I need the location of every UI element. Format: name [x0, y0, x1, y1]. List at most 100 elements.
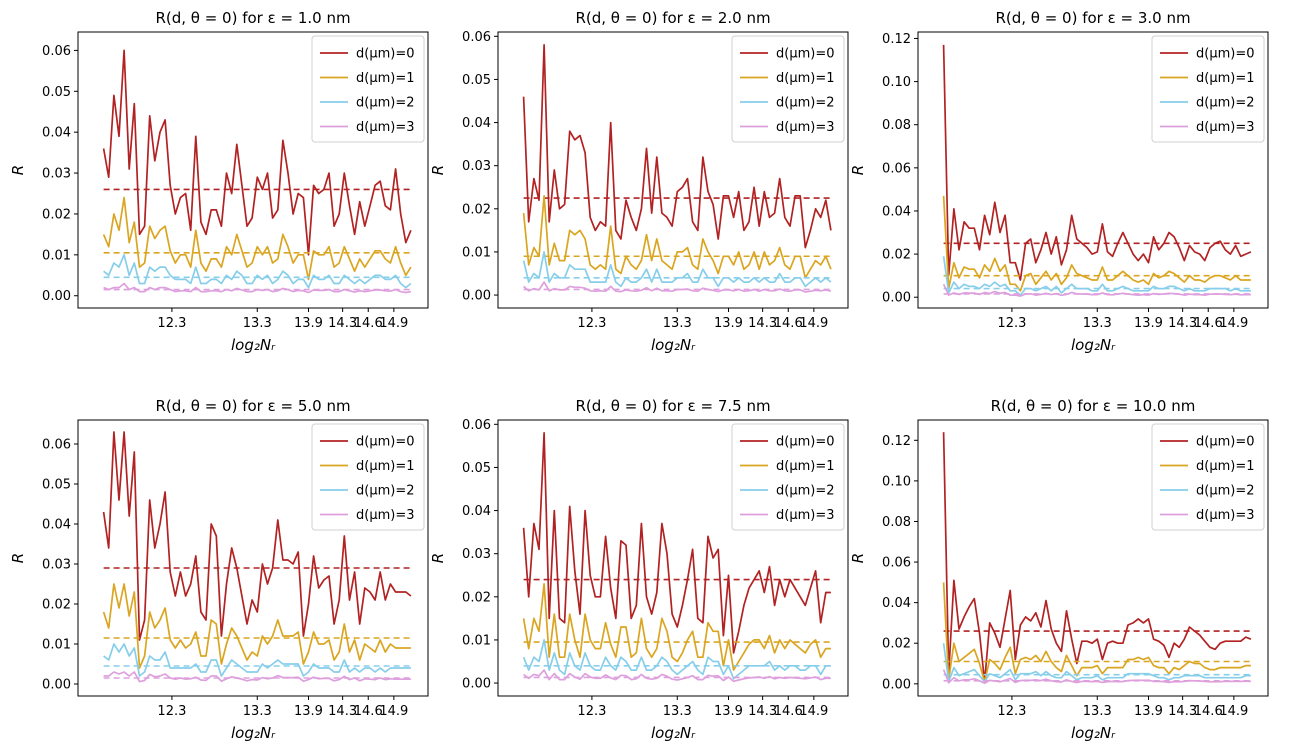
- series-line-d2: [103, 253, 412, 289]
- axes-frame: [497, 31, 849, 309]
- y-tick-label: 0.06: [462, 30, 491, 45]
- x-tick-label: 14.3: [748, 704, 777, 719]
- y-tick-label: 0.06: [42, 438, 71, 453]
- y-tick-label: 0.05: [42, 478, 71, 493]
- series-line-d1: [522, 195, 832, 279]
- x-tick-label: 14.6: [1194, 316, 1223, 331]
- y-axis-label: R: [429, 165, 447, 175]
- y-tick-label: 0.00: [462, 677, 491, 692]
- chart-panel-1: 0.00 0.01 0.02 0.03 0.04 0.05 0.06 12.3 13.3 13.9…: [9, 9, 429, 354]
- y-tick-label: 0.06: [42, 44, 71, 59]
- chart-panel-2: 0.00 0.01 0.02 0.03 0.04 0.05 0.06 12.3 13.3 13.9…: [429, 9, 849, 354]
- series-line-d0: [522, 432, 831, 654]
- legend-label-d0: d(μm)=0: [1196, 435, 1255, 450]
- legend-label-d1: d(μm)=1: [356, 459, 415, 474]
- legend: d(μm)=0 d(μm)=1 d(μm)=2 d(μm)=3: [311, 35, 425, 143]
- chart-title: R(d, θ = 0) for ε = 2.0 nm: [575, 9, 770, 27]
- x-axis-label: log₂Nᵣ: [231, 724, 276, 742]
- x-tick-label: 13.9: [294, 316, 323, 331]
- y-tick-label: 0.05: [462, 461, 491, 476]
- y-tick-label: 0.00: [462, 289, 491, 304]
- x-tick-label: 13.3: [663, 316, 692, 331]
- x-tick-label: 13.3: [243, 316, 272, 331]
- y-tick-label: 0.05: [462, 73, 491, 88]
- legend-box: [1151, 423, 1265, 531]
- legend: d(μm)=0 d(μm)=1 d(μm)=2 d(μm)=3: [731, 35, 845, 143]
- x-axis-label: log₂Nᵣ: [651, 336, 696, 354]
- y-tick-label: 0.02: [882, 248, 911, 263]
- y-tick-label: 0.03: [462, 159, 491, 174]
- chart-title: R(d, θ = 0) for ε = 5.0 nm: [155, 397, 350, 415]
- x-tick-label: 12.3: [157, 704, 186, 719]
- y-tick-label: 0.00: [882, 291, 911, 306]
- y-tick-label: 0.03: [42, 167, 71, 182]
- legend-label-d3: d(μm)=3: [356, 120, 415, 135]
- series-line-d1: [942, 195, 1251, 292]
- legend-label-d0: d(μm)=0: [356, 47, 415, 62]
- x-tick-label: 14.3: [1168, 316, 1197, 331]
- series-line-d2: [522, 251, 832, 288]
- x-tick-label: 14.9: [799, 316, 828, 331]
- y-tick-label: 0.12: [882, 32, 911, 47]
- y-tick-label: 0.10: [882, 474, 911, 489]
- y-tick-label: 0.03: [42, 558, 71, 573]
- x-tick-label: 13.3: [663, 704, 692, 719]
- series-line-d2: [942, 256, 1251, 296]
- series-line-d3: [523, 281, 832, 293]
- x-tick-label: 14.6: [354, 704, 383, 719]
- x-tick-label: 13.9: [1134, 704, 1163, 719]
- y-tick-label: 0.02: [42, 207, 71, 222]
- legend-label-d3: d(μm)=3: [776, 120, 835, 135]
- y-tick-label: 0.06: [462, 418, 491, 433]
- legend-label-d1: d(μm)=1: [356, 71, 415, 86]
- legend-label-d0: d(μm)=0: [356, 435, 415, 450]
- legend-label-d2: d(μm)=2: [776, 484, 835, 499]
- legend-label-d3: d(μm)=3: [1196, 120, 1255, 135]
- legend-label-d0: d(μm)=0: [776, 435, 835, 450]
- axes-frame: [497, 419, 849, 697]
- legend-label-d0: d(μm)=0: [1196, 47, 1255, 62]
- x-axis-label: log₂Nᵣ: [231, 336, 276, 354]
- series-line-d3: [523, 669, 831, 683]
- y-axis-label: R: [9, 165, 27, 175]
- legend-label-d0: d(μm)=0: [776, 47, 835, 62]
- chart-panel-6: 0.00 0.02 0.04 0.06 0.08 0.10 0.12 12.3 13.3 13.9…: [849, 397, 1269, 742]
- legend-label-d3: d(μm)=3: [776, 508, 835, 523]
- series-line-d0: [942, 432, 1252, 683]
- x-tick-label: 14.9: [379, 704, 408, 719]
- y-tick-label: 0.01: [462, 633, 491, 648]
- series-line-d0: [102, 431, 412, 641]
- y-tick-label: 0.10: [882, 75, 911, 90]
- y-tick-label: 0.01: [462, 245, 491, 260]
- x-axis-label: log₂Nᵣ: [1071, 336, 1116, 354]
- y-tick-label: 0.06: [882, 161, 911, 176]
- y-tick-label: 0.04: [42, 126, 71, 141]
- series-line-d0: [102, 49, 412, 256]
- legend: d(μm)=0 d(μm)=1 d(μm)=2 d(μm)=3: [1151, 35, 1265, 143]
- x-tick-label: 12.3: [997, 704, 1026, 719]
- legend-box: [1151, 35, 1265, 143]
- x-tick-label: 13.3: [1083, 316, 1112, 331]
- y-tick-label: 0.00: [42, 678, 71, 693]
- legend-label-d2: d(μm)=2: [356, 484, 415, 499]
- y-tick-label: 0.02: [462, 590, 491, 605]
- x-tick-label: 13.3: [1083, 704, 1112, 719]
- series-line-d3: [103, 282, 412, 294]
- x-tick-label: 14.9: [379, 316, 408, 331]
- series-line-d0: [522, 44, 832, 249]
- legend-box: [311, 35, 425, 143]
- y-tick-label: 0.04: [882, 204, 911, 219]
- x-tick-label: 14.6: [774, 316, 803, 331]
- legend-label-d3: d(μm)=3: [356, 508, 415, 523]
- legend-label-d2: d(μm)=2: [1196, 484, 1255, 499]
- y-tick-label: 0.12: [882, 434, 911, 449]
- series-line-d1: [942, 582, 1251, 683]
- y-tick-label: 0.00: [882, 677, 911, 692]
- legend-box: [731, 423, 845, 531]
- x-tick-label: 13.9: [714, 704, 743, 719]
- y-tick-label: 0.02: [462, 202, 491, 217]
- y-tick-label: 0.01: [42, 248, 71, 263]
- legend-label-d3: d(μm)=3: [1196, 508, 1255, 523]
- series-line-d2: [942, 643, 1251, 683]
- y-tick-label: 0.04: [42, 518, 71, 533]
